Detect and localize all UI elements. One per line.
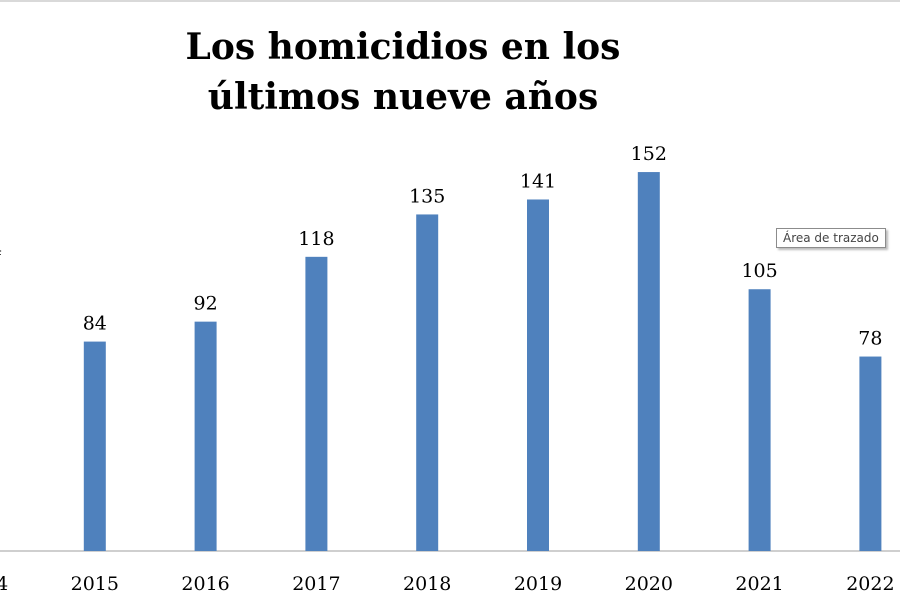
data-label-2017: 118 <box>298 228 334 250</box>
data-label-2014: 114 <box>0 238 2 260</box>
tick-label-2019: 2019 <box>514 573 562 595</box>
bar-2019 <box>527 199 549 551</box>
tick-label-2016: 2016 <box>181 573 229 595</box>
bar-2021 <box>748 289 771 551</box>
bar-2022 <box>859 356 882 551</box>
data-label-2016: 92 <box>194 293 218 315</box>
title-line-2: últimos nueve años <box>207 76 599 118</box>
tick-label-2020: 2020 <box>625 573 673 595</box>
tick-label-2022: 2022 <box>846 573 894 595</box>
data-label-2020: 152 <box>631 143 667 165</box>
tick-label-2015: 2015 <box>71 573 119 595</box>
data-label-2018: 135 <box>409 185 445 207</box>
data-label-2022: 78 <box>858 328 882 350</box>
bar-2016 <box>194 321 217 551</box>
tick-label-2014: 2014 <box>0 573 8 595</box>
bar-2015 <box>83 341 106 551</box>
plot-area-tooltip: Área de trazado <box>776 228 886 248</box>
title-line-1: Los homicidios en los <box>185 26 621 68</box>
data-label-2015: 84 <box>83 313 107 335</box>
tick-label-2021: 2021 <box>735 573 783 595</box>
tick-label-2017: 2017 <box>292 573 340 595</box>
bar-2018 <box>416 214 439 551</box>
tick-label-2018: 2018 <box>403 573 451 595</box>
bar-2017 <box>305 256 328 551</box>
bar-2020 <box>637 172 660 551</box>
data-label-2019: 141 <box>520 170 556 192</box>
data-label-2021: 105 <box>741 260 777 282</box>
top-border <box>0 0 900 2</box>
chart-title: Los homicidios en los últimos nueve años <box>0 22 806 122</box>
